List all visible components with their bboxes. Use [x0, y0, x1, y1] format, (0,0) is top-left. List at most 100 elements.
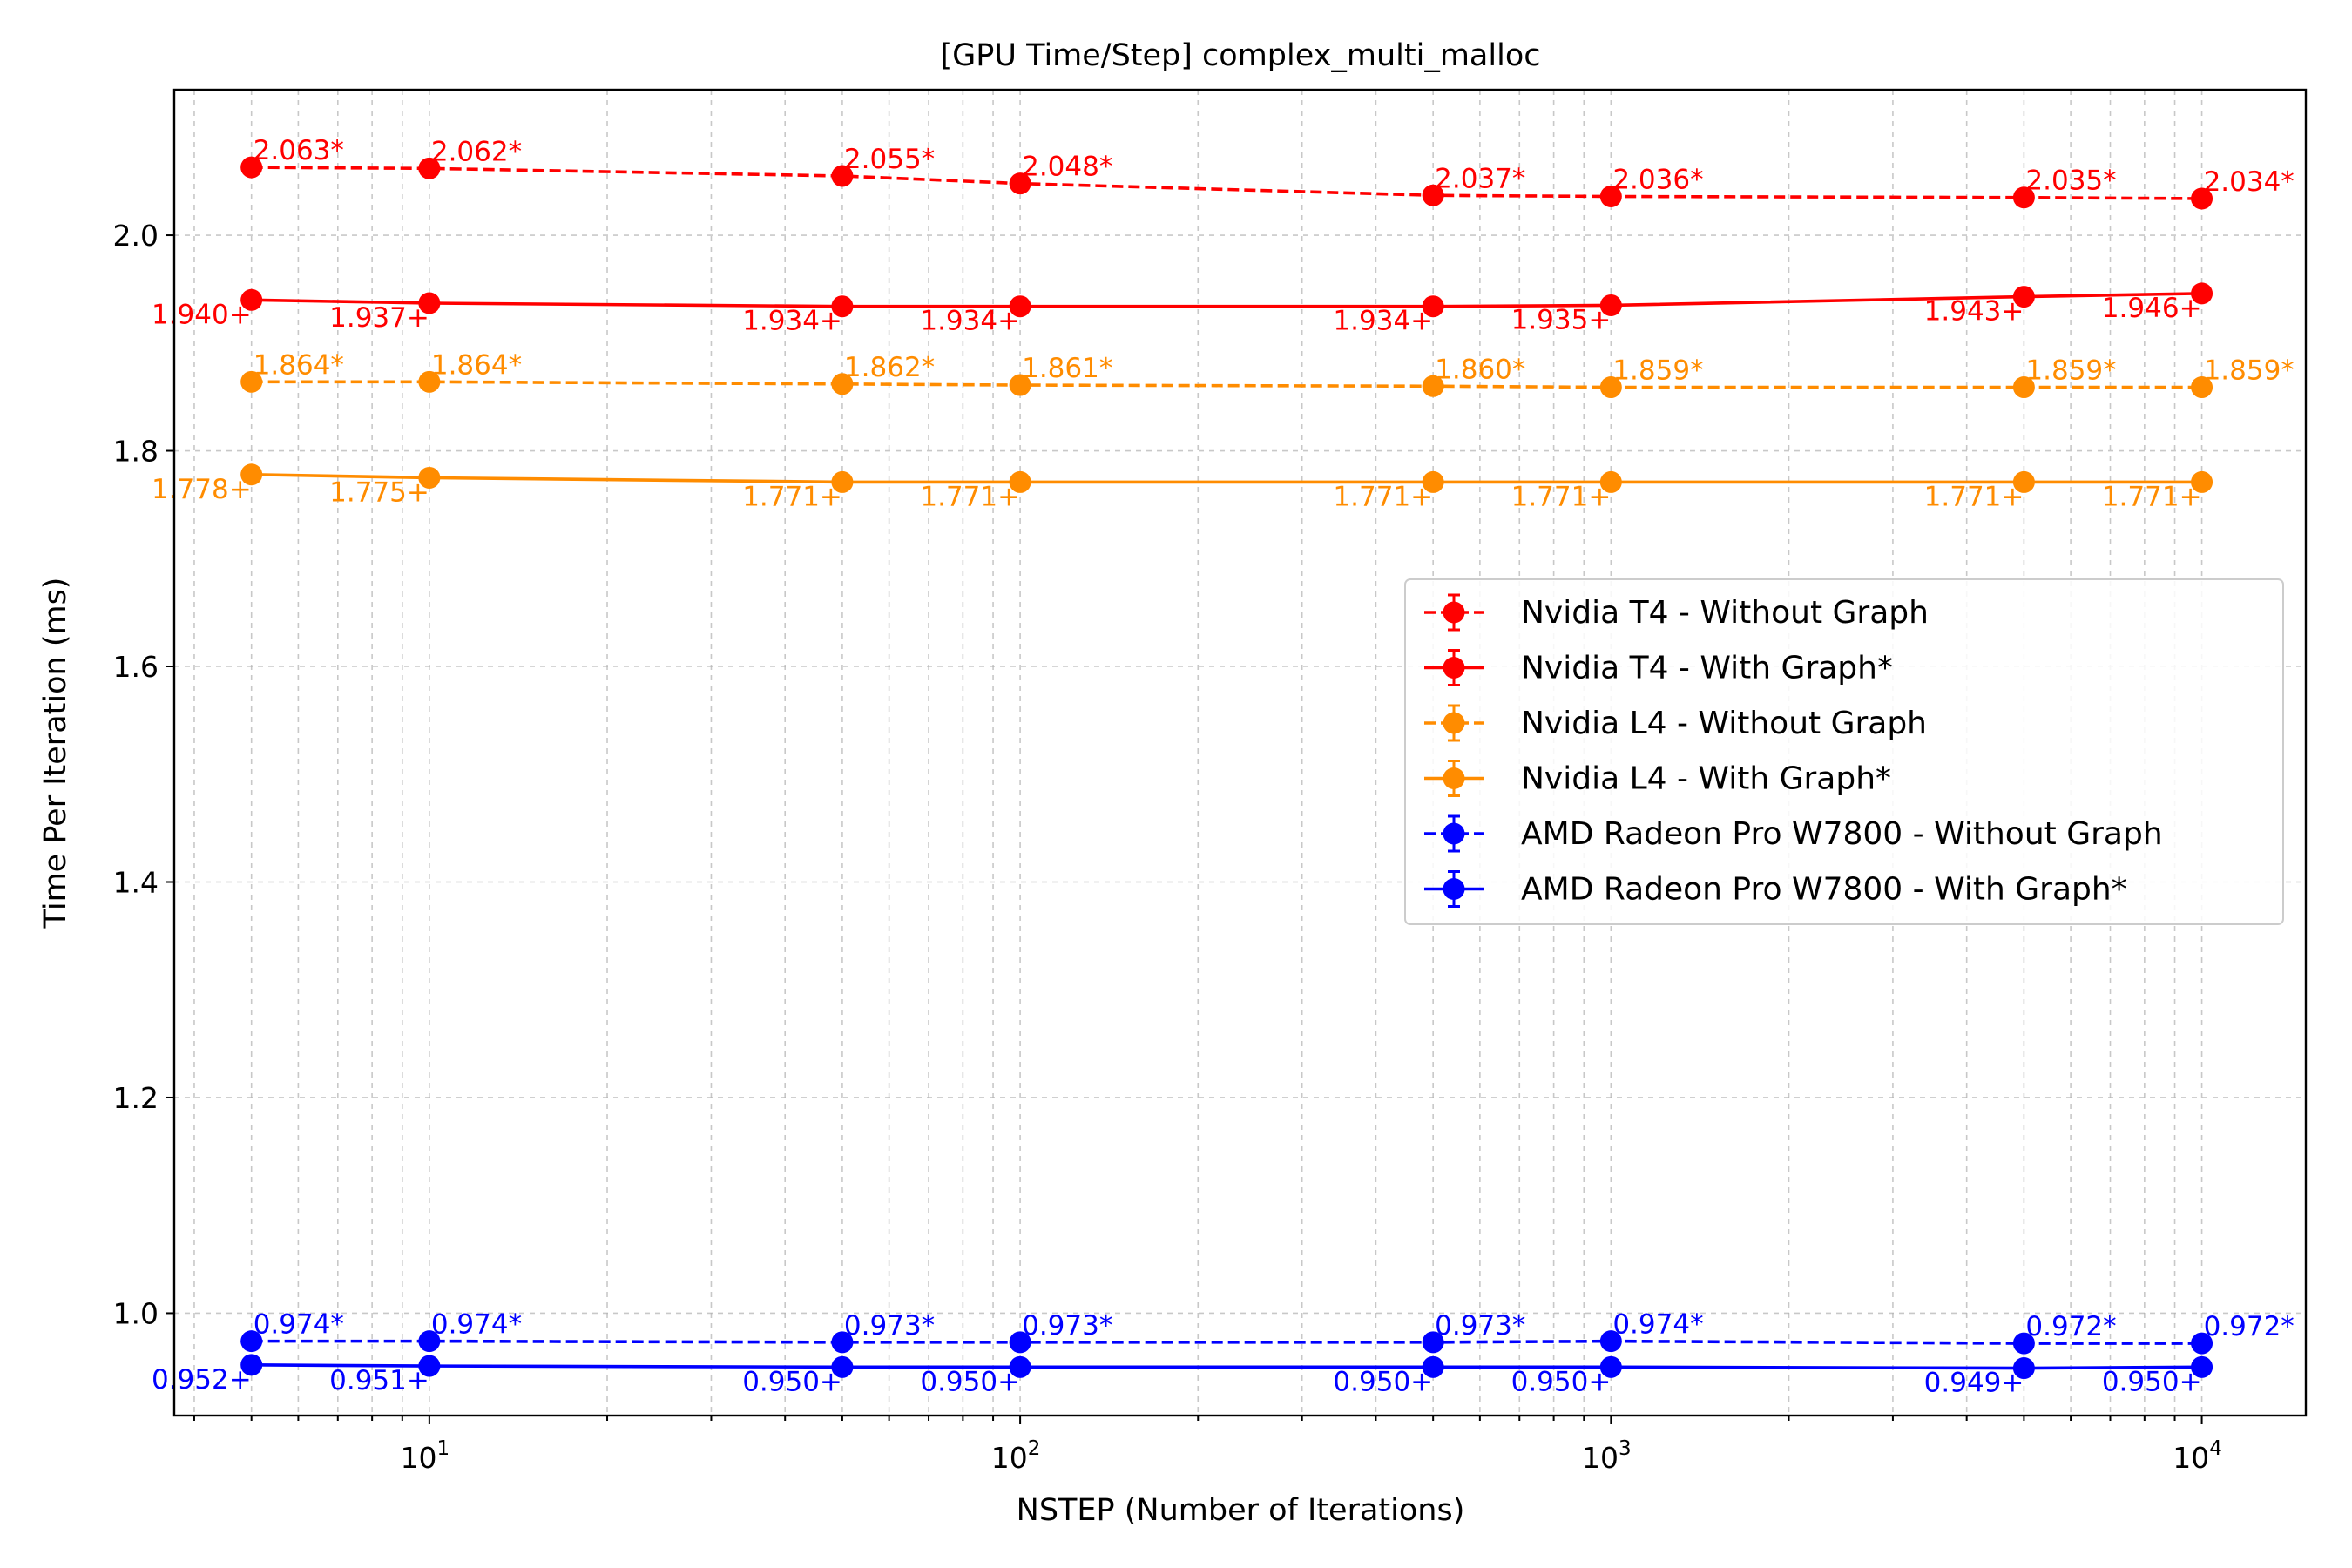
data-label: 1.862*: [844, 352, 935, 383]
data-point: [831, 1355, 854, 1378]
data-point: [2191, 282, 2213, 305]
data-point: [2012, 186, 2035, 209]
data-point: [1009, 295, 1031, 318]
data-label: 1.943+: [1924, 296, 2024, 328]
data-label: 1.771+: [1333, 481, 1433, 512]
data-point: [1599, 294, 1622, 316]
data-point: [1009, 1355, 1031, 1378]
data-point: [1599, 470, 1622, 493]
data-label: 0.973*: [844, 1310, 935, 1342]
data-label: 1.771+: [1511, 481, 1612, 512]
data-label: 0.950+: [742, 1366, 842, 1397]
legend-label: AMD Radeon Pro W7800 - With Graph*: [1521, 872, 2127, 908]
data-label: 1.864*: [253, 349, 344, 381]
axis-ticks: 101 102 103 104 1.0 1.2 1.4 1.6 1.8 2.0: [113, 219, 2222, 1475]
data-label: 2.036*: [1612, 165, 1703, 196]
legend-item-3: Nvidia L4 - Without Graph: [1424, 704, 1927, 742]
data-point: [1422, 375, 1444, 397]
data-label: 1.940+: [152, 299, 252, 330]
data-point: [418, 157, 441, 179]
data-point: [1599, 1355, 1622, 1378]
y-tick-label: 1.0: [113, 1296, 159, 1330]
legend-item-6: AMD Radeon Pro W7800 - With Graph*: [1424, 870, 2127, 908]
series-5: 0.974* 0.974* 0.973* 0.973* 0.973* 0.974* 0.97…: [240, 1309, 2295, 1355]
data-point: [831, 165, 854, 187]
data-label: 1.934+: [742, 306, 842, 337]
data-label: 0.952+: [152, 1364, 252, 1396]
data-label: 0.950+: [920, 1366, 1020, 1397]
data-point: [831, 295, 854, 318]
data-label: 0.950+: [1511, 1366, 1612, 1397]
data-point: [240, 288, 263, 311]
data-label: 0.950+: [2102, 1366, 2202, 1397]
data-point: [418, 1355, 441, 1377]
series-line: [251, 292, 2202, 308]
data-label: 1.771+: [2102, 481, 2202, 512]
data-label: 1.771+: [742, 481, 842, 512]
data-point: [2012, 1332, 2035, 1355]
legend-item-1: Nvidia T4 - Without Graph: [1424, 593, 1929, 632]
data-point: [831, 1331, 854, 1354]
data-point: [1422, 184, 1444, 206]
data-point: [240, 463, 263, 486]
chart-title: [GPU Time/Step] complex_multi_malloc: [941, 38, 1541, 73]
data-label: 0.974*: [253, 1309, 344, 1341]
series-6: 0.952+ 0.951+ 0.950+ 0.950+ 0.950+ 0.950+ 0.94…: [152, 1354, 2213, 1399]
series-lines: 2.063* 2.062* 2.055* 2.048* 2.037* 2.036* 2.03…: [152, 135, 2295, 1398]
series-line: [251, 1363, 2202, 1370]
data-label: 1.860*: [1435, 354, 1525, 385]
data-point: [2191, 187, 2213, 210]
data-point: [418, 466, 441, 489]
data-label: 1.937+: [329, 302, 429, 334]
data-point: [1422, 295, 1444, 318]
data-label: 2.034*: [2204, 166, 2295, 198]
data-point: [2012, 376, 2035, 399]
series-1: 2.063* 2.062* 2.055* 2.048* 2.037* 2.036* 2.03…: [240, 135, 2295, 210]
data-label: 1.775+: [329, 476, 429, 508]
data-point: [2012, 1357, 2035, 1380]
data-label: 1.934+: [1333, 306, 1433, 337]
data-label: 1.778+: [152, 474, 252, 505]
data-label: 1.861*: [1022, 353, 1112, 384]
data-point: [1599, 1330, 1622, 1353]
legend-label: Nvidia L4 - Without Graph: [1521, 706, 1927, 741]
series-4: 1.778+ 1.775+ 1.771+ 1.771+ 1.771+ 1.771+ 1.77…: [152, 463, 2213, 512]
series-2: 1.940+ 1.937+ 1.934+ 1.934+ 1.934+ 1.935+ 1.94…: [152, 282, 2213, 337]
plot-area-frame: [172, 88, 2308, 1417]
data-point: [1599, 186, 1622, 208]
data-label: 2.062*: [431, 136, 522, 167]
data-label: 1.864*: [431, 349, 522, 381]
x-axis-label: NSTEP (Number of Iterations): [1017, 1493, 1465, 1528]
y-axis-label: Time Per Iteration (ms): [38, 578, 73, 929]
data-point: [240, 370, 263, 393]
series-line: [251, 472, 2202, 484]
data-point: [2191, 1355, 2213, 1378]
data-point: [418, 1330, 441, 1353]
y-tick-label: 1.8: [113, 435, 159, 469]
data-point: [240, 1330, 263, 1353]
data-label: 1.771+: [920, 481, 1020, 512]
data-point: [1009, 172, 1031, 195]
data-label: 0.972*: [2025, 1311, 2116, 1342]
data-label: 2.055*: [844, 144, 935, 175]
data-label: 2.037*: [1435, 163, 1525, 194]
legend-label: AMD Radeon Pro W7800 - Without Graph: [1521, 816, 2163, 852]
data-point: [2191, 1332, 2213, 1355]
data-label: 0.974*: [1612, 1309, 1703, 1341]
data-label: 1.859*: [1612, 355, 1703, 387]
data-label: 1.934+: [920, 306, 1020, 337]
data-point: [418, 370, 441, 393]
data-label: 2.048*: [1022, 152, 1112, 183]
data-label: 2.035*: [2025, 166, 2116, 197]
y-tick-label: 1.2: [113, 1081, 159, 1115]
series-3: 1.864* 1.864* 1.862* 1.861* 1.860* 1.859* 1.85…: [240, 349, 2295, 399]
data-point: [1422, 1355, 1444, 1378]
y-tick-label: 1.4: [113, 865, 159, 899]
data-label: 1.771+: [1924, 481, 2024, 512]
data-label: 0.974*: [431, 1309, 522, 1341]
data-label: 0.949+: [1924, 1368, 2024, 1399]
data-label: 1.935+: [1511, 304, 1612, 335]
data-label: 0.973*: [1022, 1310, 1112, 1342]
data-point: [240, 156, 263, 179]
